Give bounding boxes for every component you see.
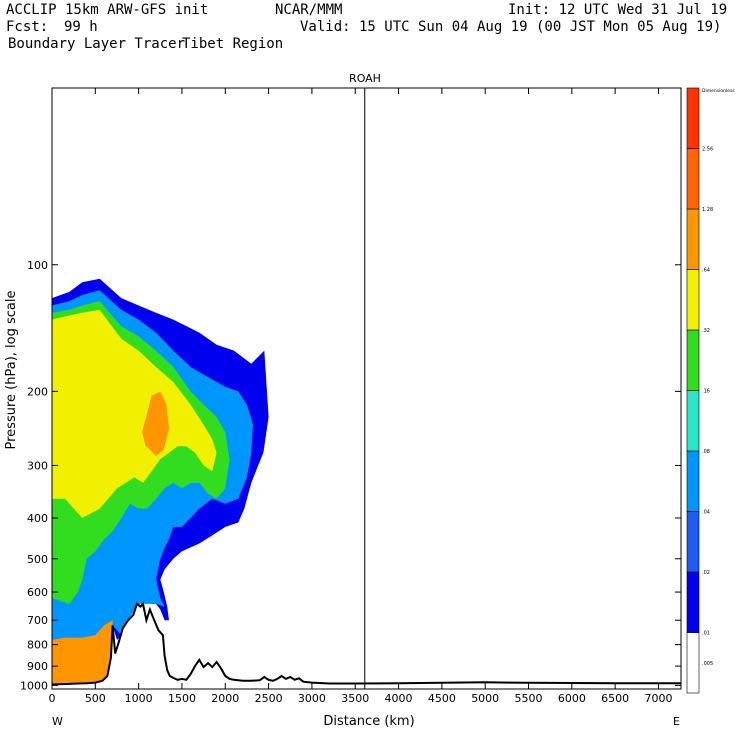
y-tick-label: 500: [27, 553, 48, 566]
colorbar-label: 1.28: [702, 207, 713, 213]
colorbar: .005 .01 .02 .04 .08 .16 .32 .64 1.28 2.56 Dimensi…: [686, 87, 735, 694]
colorbar-swatch: [686, 329, 700, 391]
x-tick-label: 3000: [298, 692, 326, 705]
east-label: E: [673, 715, 680, 728]
x-tick-label: 1000: [125, 692, 153, 705]
colorbar-label: .02: [702, 570, 710, 576]
y-axis-label: Pressure (hPa), log scale: [4, 291, 19, 450]
terrain-fill: [52, 603, 681, 689]
colorbar-label: .32: [702, 328, 710, 334]
terrain-layer: [52, 601, 681, 689]
colorbar-swatch: [686, 208, 700, 270]
x-tick-label: 7000: [644, 692, 672, 705]
colorbar-swatch: [686, 511, 700, 573]
x-tick-label: 5000: [471, 692, 499, 705]
colorbar-label: .01: [702, 631, 710, 637]
x-tick-label: 3500: [341, 692, 369, 705]
x-tick-label: 500: [85, 692, 106, 705]
west-label: W: [52, 715, 63, 728]
y-axis: 100 200 300 400 500 600 700 800 900 1000: [20, 259, 681, 692]
x-tick-label: 1500: [168, 692, 196, 705]
terrain-line: [52, 601, 681, 686]
x-tick-label: 2500: [255, 692, 283, 705]
y-tick-label: 900: [27, 660, 48, 673]
colorbar-swatch: [686, 269, 700, 331]
x-tick-label: 4000: [385, 692, 413, 705]
chart-title: ROAH: [349, 72, 381, 85]
plot-frame: [51, 87, 682, 690]
colorbar-units: Dimensionless: [702, 88, 735, 94]
colorbar-swatch: [686, 390, 700, 452]
forecast-label: Fcst:: [6, 19, 49, 35]
x-tick-label: 2000: [211, 692, 239, 705]
colorbar-label: .16: [702, 389, 710, 395]
model-title: ACCLIP 15km ARW-GFS init: [6, 2, 209, 18]
colorbar-swatch: [686, 450, 700, 512]
region-name: Tibet Region: [182, 36, 284, 52]
colorbar-label: .04: [702, 510, 710, 516]
y-tick-label: 800: [27, 639, 48, 652]
x-axis-label: Distance (km): [323, 714, 414, 729]
colorbar-label: .005: [702, 661, 713, 667]
tracer-region-4: [142, 391, 169, 457]
y-tick-label: 200: [27, 385, 48, 398]
forecast-hour: 99 h: [64, 19, 98, 35]
tracer-region-3: [52, 309, 217, 518]
y-tick-label: 400: [27, 512, 48, 525]
y-tick-label: 700: [27, 614, 48, 627]
colorbar-swatch: [686, 571, 700, 633]
colorbar-label: .64: [702, 268, 710, 274]
colorbar-swatch: [686, 148, 700, 210]
tracer-region-5: [52, 620, 113, 685]
y-tick-label: 600: [27, 586, 48, 599]
colorbar-swatch: [686, 632, 700, 694]
y-tick-label: 1000: [20, 679, 48, 692]
y-tick-label: 100: [27, 259, 48, 272]
product-name: Boundary Layer Tracer: [8, 36, 186, 52]
organization: NCAR/MMM: [275, 2, 343, 18]
x-tick-label: 5500: [515, 692, 543, 705]
x-tick-label: 6500: [601, 692, 629, 705]
init-time: Init: 12 UTC Wed 31 Jul 19: [508, 2, 728, 18]
x-tick-label: 0: [49, 692, 56, 705]
colorbar-label: 2.56: [702, 147, 713, 153]
y-tick-label: 300: [27, 459, 48, 472]
x-tick-label: 6000: [558, 692, 586, 705]
x-axis: 0 500 1000 1500 2000 2500 3000 3500 4000 4500 5000…: [49, 88, 672, 705]
x-tick-label: 4500: [428, 692, 456, 705]
valid-time: Valid: 15 UTC Sun 04 Aug 19 (00 JST Mon …: [300, 19, 722, 35]
colorbar-label: .08: [702, 449, 710, 455]
colorbar-swatch: [686, 87, 700, 149]
tracer-field: [52, 278, 269, 685]
